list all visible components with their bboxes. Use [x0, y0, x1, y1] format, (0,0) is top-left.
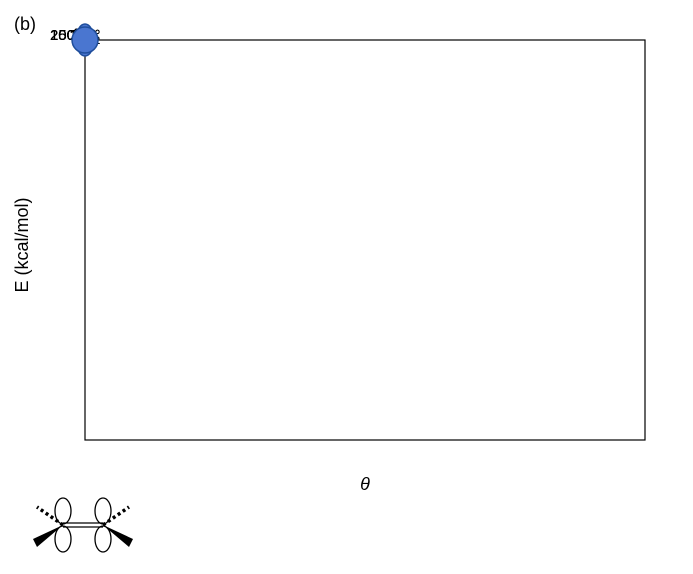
y-axis-label: E (kcal/mol) [12, 197, 32, 292]
figure-root: (b) 0°30°60°90°120°150°180° 050100150200… [0, 0, 693, 574]
orbital-inset-0deg [33, 498, 133, 552]
plot-frame [85, 40, 645, 440]
x-axis-label: θ [360, 474, 370, 494]
plot-svg: 0°30°60°90°120°150°180° 050100150200250 … [0, 0, 693, 574]
